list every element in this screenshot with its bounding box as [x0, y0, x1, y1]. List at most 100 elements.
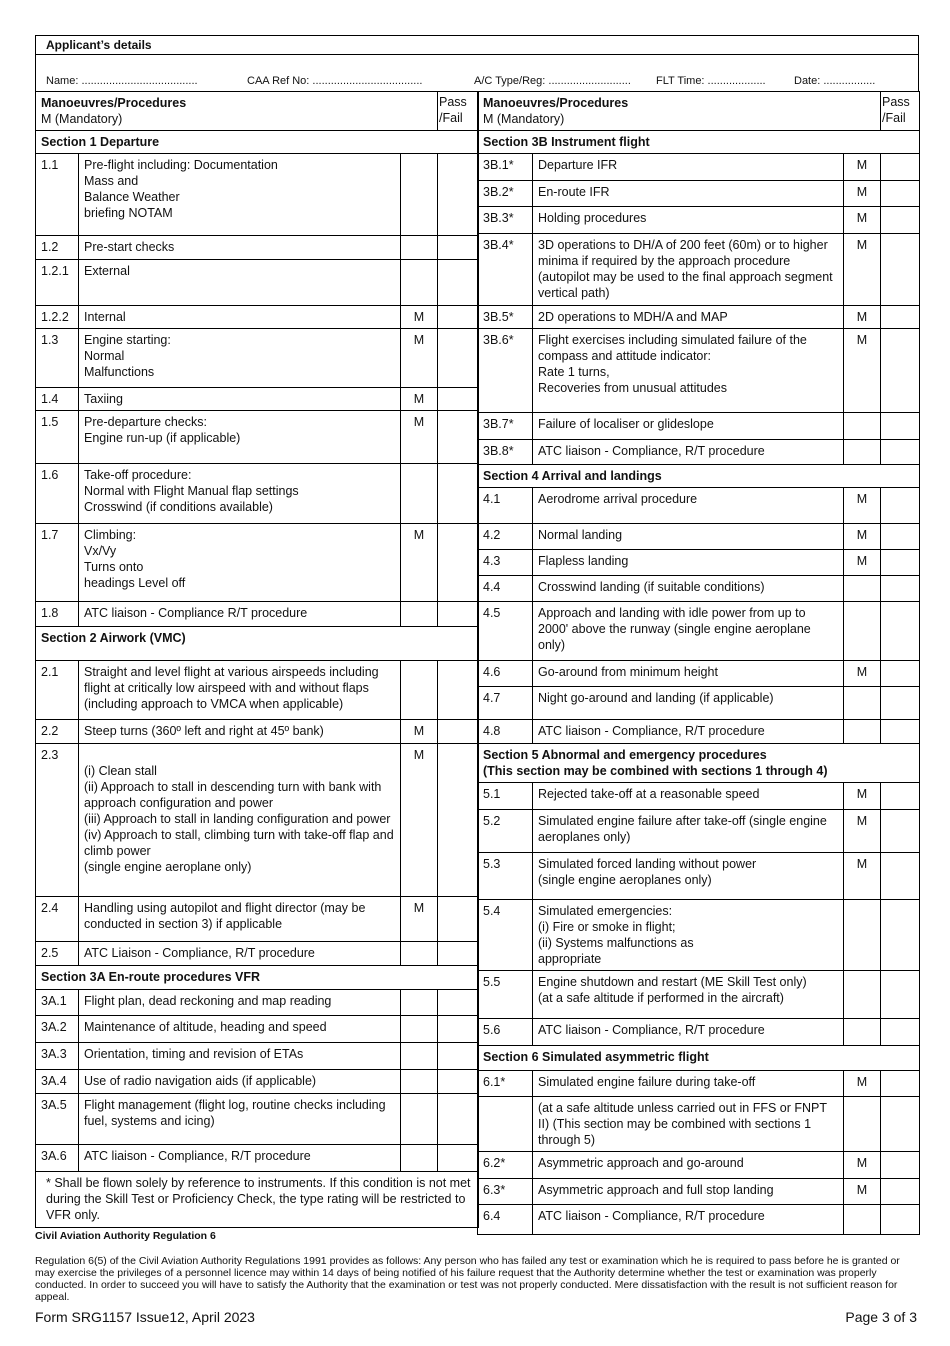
- procedure-row: 6.1* Simulated engine failure during take…: [477, 1070, 921, 1097]
- item-description: (i) Clean stall (ii) Approach to stall i…: [78, 743, 401, 897]
- item-number: 5.3: [477, 852, 533, 900]
- pass-fail-cell[interactable]: [437, 410, 480, 464]
- item-number: 4.4: [477, 575, 533, 602]
- date-field[interactable]: Date: .................: [794, 75, 876, 87]
- flt-time-field[interactable]: FLT Time: ...................: [656, 75, 766, 87]
- pass-fail-cell[interactable]: [880, 180, 921, 207]
- mandatory-mark: M: [842, 487, 882, 524]
- pass-fail-cell[interactable]: [437, 235, 480, 260]
- procedure-row: (at a safe altitude unless carried out i…: [477, 1096, 921, 1152]
- pass-fail-cell[interactable]: [880, 328, 921, 413]
- mandatory-mark: M: [842, 328, 882, 413]
- pass-fail-header: Pass /Fail: [437, 91, 480, 131]
- column-header-title: Manoeuvres/Procedures: [41, 96, 187, 110]
- column-header: Manoeuvres/Procedures M (Mandatory): [34, 91, 439, 131]
- pass-fail-cell[interactable]: [437, 941, 480, 966]
- pass-fail-cell[interactable]: [437, 1069, 480, 1094]
- pass-fail-cell[interactable]: [880, 412, 921, 440]
- section-heading: Section 1 Departure: [34, 130, 480, 154]
- pass-fail-cell[interactable]: [880, 523, 921, 550]
- pass-fail-cell[interactable]: [880, 899, 921, 971]
- pass-fail-cell[interactable]: [437, 305, 480, 329]
- regulation-title: Civil Aviation Authority Regulation 6: [35, 1230, 216, 1242]
- pass-fail-cell[interactable]: [437, 387, 480, 411]
- mandatory-mark: M: [842, 1178, 882, 1205]
- pass-fail-cell[interactable]: [437, 1144, 480, 1172]
- item-description: Go-around from minimum height: [532, 660, 844, 687]
- mandatory-mark: [842, 575, 882, 602]
- procedure-row: 3B.5* 2D operations to MDH/A and MAP M: [477, 305, 921, 329]
- procedure-row: 1.4 Taxiing M: [35, 387, 480, 411]
- pass-fail-cell[interactable]: [880, 305, 921, 329]
- procedure-row: 2.1 Straight and level flight at various …: [35, 660, 480, 720]
- pass-fail-cell[interactable]: [880, 206, 921, 234]
- pass-fail-cell[interactable]: [880, 1018, 921, 1046]
- pass-fail-cell[interactable]: [880, 852, 921, 900]
- pass-fail-cell[interactable]: [437, 463, 480, 524]
- pass-fail-cell[interactable]: [880, 809, 921, 853]
- ac-type-field[interactable]: A/C Type/Reg: ..........................…: [474, 75, 631, 87]
- pass-fail-cell[interactable]: [437, 1015, 480, 1043]
- pass-fail-cell[interactable]: [437, 660, 480, 720]
- mandatory-mark: [399, 1069, 439, 1094]
- pass-fail-cell[interactable]: [880, 1178, 921, 1205]
- item-description: Night go-around and landing (if applicab…: [532, 686, 844, 720]
- mandatory-mark: [842, 1018, 882, 1046]
- pass-fail-cell[interactable]: [437, 743, 480, 897]
- pass-fail-cell[interactable]: [880, 1070, 921, 1097]
- item-description: ATC Liaison - Compliance, R/T procedure: [78, 941, 401, 966]
- pass-fail-cell[interactable]: [437, 259, 480, 306]
- mandatory-mark: [399, 1042, 439, 1070]
- pass-fail-cell[interactable]: [437, 601, 480, 627]
- procedure-row: 5.3 Simulated forced landing without powe…: [477, 852, 921, 900]
- procedure-row: 3A.2 Maintenance of altitude, heading and…: [35, 1015, 480, 1043]
- pass-fail-cell[interactable]: [437, 989, 480, 1016]
- item-number: 4.7: [477, 686, 533, 720]
- footnote: * Shall be flown solely by reference to …: [34, 1171, 480, 1228]
- pass-fail-cell[interactable]: [880, 782, 921, 810]
- item-description: ATC liaison - Compliance R/T procedure: [78, 601, 401, 627]
- caa-ref-field[interactable]: CAA Ref No: ............................…: [247, 75, 423, 87]
- item-description: Engine shutdown and restart (ME Skill Te…: [532, 970, 844, 1019]
- item-number: 3B.7*: [477, 412, 533, 440]
- mandatory-mark: [842, 601, 882, 661]
- pass-fail-cell[interactable]: [880, 487, 921, 524]
- pass-fail-cell[interactable]: [437, 719, 480, 744]
- pass-fail-cell[interactable]: [880, 719, 921, 744]
- item-number: 5.6: [477, 1018, 533, 1046]
- name-field[interactable]: Name: ..................................…: [46, 75, 198, 87]
- pass-fail-cell[interactable]: [437, 523, 480, 602]
- pass-fail-cell[interactable]: [437, 896, 480, 942]
- pass-fail-cell[interactable]: [880, 1204, 921, 1235]
- pass-fail-cell[interactable]: [437, 328, 480, 388]
- pass-fail-cell[interactable]: [880, 153, 921, 181]
- pass-fail-cell[interactable]: [880, 970, 921, 1019]
- mandatory-mark: M: [842, 782, 882, 810]
- pass-fail-cell[interactable]: [880, 233, 921, 306]
- pass-fail-cell[interactable]: [880, 575, 921, 602]
- procedure-row: 3A.3 Orientation, timing and revision of …: [35, 1042, 480, 1070]
- pass-fail-cell[interactable]: [437, 1042, 480, 1070]
- procedure-row: 1.5 Pre-departure checks: Engine run-up (…: [35, 410, 480, 464]
- procedure-row: 4.4 Crosswind landing (if suitable condit…: [477, 575, 921, 602]
- item-description: Flight management (flight log, routine c…: [78, 1093, 401, 1145]
- pass-fail-cell[interactable]: [880, 1096, 921, 1152]
- mandatory-mark: [399, 601, 439, 627]
- procedure-row: 2.2 Steep turns (360º left and right at 4…: [35, 719, 480, 744]
- pass-fail-cell[interactable]: [880, 549, 921, 576]
- pass-fail-cell[interactable]: [880, 439, 921, 465]
- pass-fail-cell[interactable]: [437, 153, 480, 236]
- procedure-row: 1.2 Pre-start checks: [35, 235, 480, 260]
- item-number: 1.8: [35, 601, 79, 627]
- item-number: 4.1: [477, 487, 533, 524]
- item-number: 3B.2*: [477, 180, 533, 207]
- pass-fail-cell[interactable]: [437, 1093, 480, 1145]
- item-number: 5.1: [477, 782, 533, 810]
- pass-fail-cell[interactable]: [880, 660, 921, 687]
- procedure-row: 1.2.2 Internal M: [35, 305, 480, 329]
- pass-fail-cell[interactable]: [880, 686, 921, 720]
- form-id: Form SRG1157 Issue12, April 2023: [35, 1309, 255, 1325]
- pass-fail-cell[interactable]: [880, 601, 921, 661]
- item-description: External: [78, 259, 401, 306]
- pass-fail-cell[interactable]: [880, 1151, 921, 1179]
